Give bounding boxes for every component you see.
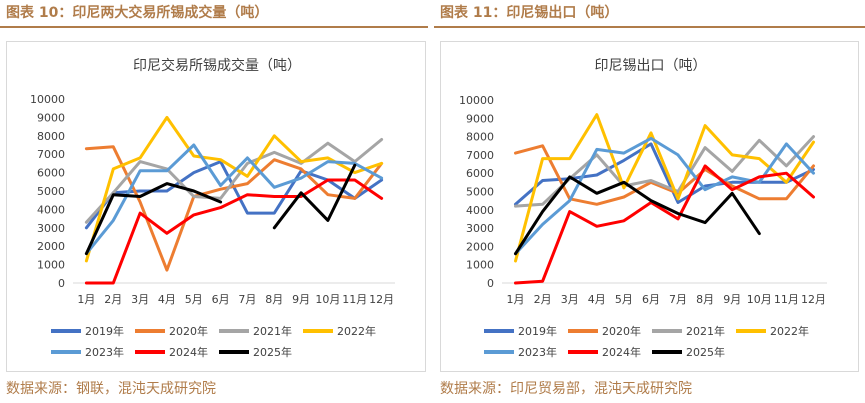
chart-title: 印尼交易所锡成交量（吨）: [133, 57, 301, 74]
legend-label: 2025年: [253, 345, 292, 359]
legend-label: 2022年: [770, 324, 809, 338]
series-line-2024年: [514, 164, 815, 285]
series-line-2024年: [84, 178, 384, 285]
x-tick-label: 8月: [265, 293, 283, 306]
x-tick-label: 11月: [342, 293, 367, 306]
y-tick-label: 9000: [37, 111, 65, 124]
y-tick-label: 10000: [30, 93, 65, 106]
legend-label: 2023年: [518, 345, 557, 359]
x-tick-label: 12月: [801, 293, 826, 306]
x-tick-label: 2月: [534, 293, 552, 306]
x-tick-label: 9月: [723, 293, 741, 306]
left-title-rule: [0, 26, 428, 28]
legend-label: 2019年: [85, 324, 124, 338]
x-tick-label: 7月: [238, 293, 256, 306]
legend-label: 2025年: [686, 345, 725, 359]
series-line-2022年: [514, 113, 815, 263]
y-tick-label: 8000: [466, 131, 494, 144]
x-tick-label: 7月: [669, 293, 687, 306]
series-line-2020年: [84, 145, 384, 272]
y-tick-label: 7000: [466, 149, 494, 162]
x-tick-label: 1月: [77, 293, 95, 306]
x-tick-label: 11月: [774, 293, 799, 306]
chart-title: 印尼锡出口（吨）: [595, 58, 707, 74]
y-tick-label: 10000: [459, 94, 494, 107]
y-tick-label: 5000: [37, 185, 65, 198]
series-line-2025年: [514, 175, 761, 256]
x-tick-label: 9月: [292, 293, 310, 306]
x-tick-label: 3月: [561, 293, 579, 306]
y-tick-label: 4000: [37, 203, 65, 216]
x-tick-label: 12月: [369, 293, 394, 306]
right-figure-title: 图表 11：印尼锡出口（吨）: [440, 5, 619, 21]
left-source-note: 数据来源：钢联，混沌天成研究院: [6, 381, 216, 397]
x-tick-label: 10月: [315, 293, 340, 306]
series-line-2021年: [84, 138, 384, 224]
y-tick-label: 0: [487, 277, 494, 290]
y-tick-label: 6000: [37, 167, 65, 180]
right-chart-panel: 印尼锡出口（吨） 0 1000 2000 3000 4000 5000 6000 7000 800…: [440, 41, 859, 372]
series-line-2022年: [84, 115, 384, 263]
y-tick-label: 2000: [37, 240, 65, 253]
y-tick-label: 3000: [466, 222, 494, 235]
x-tick-label: 4月: [158, 293, 176, 306]
right-title-rule: [434, 26, 865, 28]
legend-label: 2024年: [602, 345, 641, 359]
left-figure-title: 图表 10：印尼两大交易所锡成交量（吨）: [6, 5, 269, 21]
x-tick-label: 2月: [104, 293, 122, 306]
left-chart-panel: 印尼交易所锡成交量（吨） 0 1000 2000 3000 4000 5000 6000 700…: [6, 41, 426, 372]
x-tick-label: 5月: [615, 293, 633, 306]
y-tick-label: 6000: [466, 167, 494, 180]
x-tick-label: 5月: [185, 293, 203, 306]
left-line-chart: 印尼交易所锡成交量（吨） 0 1000 2000 3000 4000 5000 6000 700…: [30, 57, 395, 359]
legend-label: 2022年: [337, 324, 376, 338]
y-tick-label: 9000: [466, 112, 494, 125]
y-tick-label: 2000: [466, 240, 494, 253]
right-source-note: 数据来源：印尼贸易部，混沌天成研究院: [440, 381, 692, 397]
y-tick-label: 8000: [37, 130, 65, 143]
legend-label: 2021年: [253, 324, 292, 338]
legend-label: 2021年: [686, 324, 725, 338]
x-tick-label: 3月: [131, 293, 149, 306]
x-tick-label: 10月: [747, 293, 772, 306]
legend-label: 2020年: [169, 324, 208, 338]
y-tick-label: 1000: [37, 259, 65, 272]
x-tick-label: 6月: [642, 293, 660, 306]
series-line-2025年: [272, 163, 357, 230]
x-tick-label: 1月: [507, 293, 525, 306]
x-tick-label: 4月: [588, 293, 606, 306]
y-tick-label: 5000: [466, 186, 494, 199]
x-tick-label: 6月: [212, 293, 230, 306]
legend-label: 2024年: [169, 345, 208, 359]
y-tick-label: 3000: [37, 222, 65, 235]
series-line-2019年: [514, 142, 815, 206]
series-line-2025年: [84, 182, 223, 256]
legend-label: 2020年: [602, 324, 641, 338]
y-tick-label: 7000: [37, 148, 65, 161]
y-tick-label: 4000: [466, 204, 494, 217]
y-tick-label: 0: [58, 277, 65, 290]
legend-label: 2019年: [518, 324, 557, 338]
right-line-chart: 印尼锡出口（吨） 0 1000 2000 3000 4000 5000 6000 7000 800…: [459, 58, 827, 359]
x-tick-label: 8月: [696, 293, 714, 306]
series-line-2023年: [84, 143, 384, 256]
legend-label: 2023年: [85, 345, 124, 359]
series-line-2020年: [514, 144, 815, 206]
y-tick-label: 1000: [466, 259, 494, 272]
